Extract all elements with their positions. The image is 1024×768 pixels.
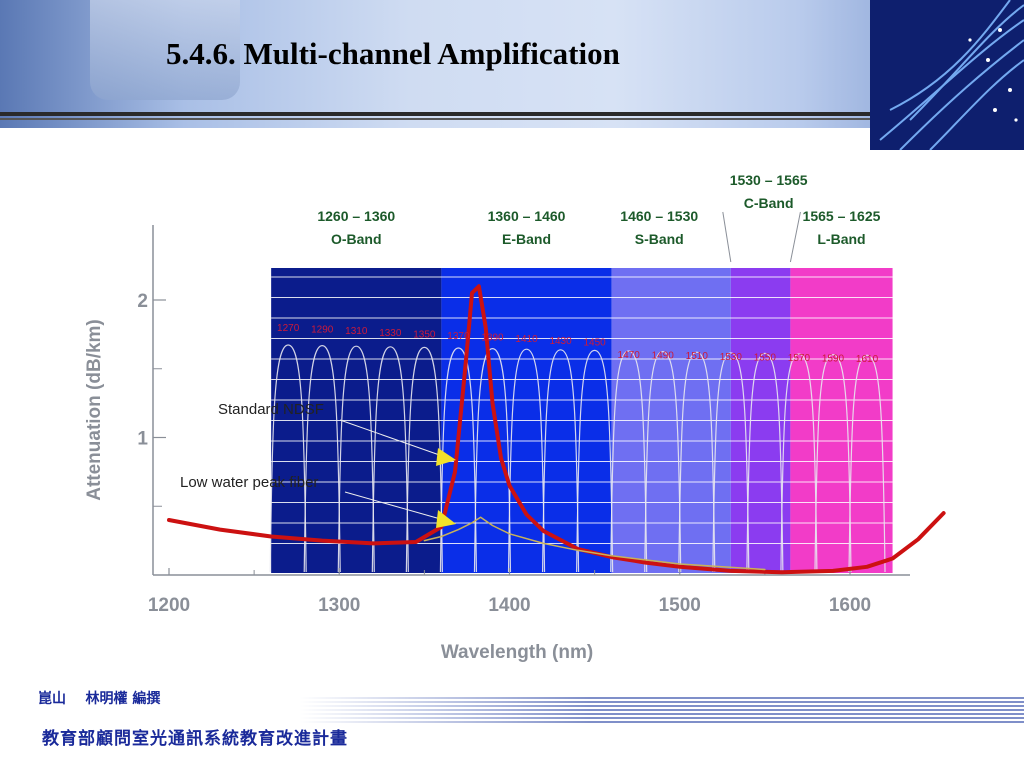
band-name-label: S-Band — [635, 231, 684, 247]
channel-label-1470: 1470 — [618, 350, 641, 361]
slide-title: 5.4.6. Multi-channel Amplification — [166, 36, 620, 71]
channel-filter-1570 — [780, 353, 818, 573]
footer-credit: 崑山 林明權 編撰 — [38, 691, 161, 707]
channel-filter-1610 — [848, 354, 886, 573]
x-tick-label-1200: 1200 — [148, 595, 190, 616]
band-range-label: 1565 – 1625 — [803, 208, 881, 224]
annotation-low-water-arrow — [436, 510, 456, 528]
band-name-label: E-Band — [502, 231, 551, 247]
band-leader-line — [722, 211, 732, 263]
channel-label-1550: 1550 — [754, 352, 777, 363]
channel-label-1330: 1330 — [379, 328, 402, 339]
channel-filter-1390 — [473, 347, 512, 573]
channel-filter-1310 — [337, 345, 375, 573]
y-axis-title: Attenuation (dB/km) — [84, 319, 105, 501]
band-range-label: 1460 – 1530 — [620, 208, 698, 224]
channel-filter-1450 — [576, 349, 614, 573]
footer-project: 教育部顧問室光通訊系統教育改進計畫 — [42, 729, 348, 749]
y-tick-label-1: 1 — [137, 429, 148, 450]
banner-divider — [0, 112, 880, 120]
channel-label-1430: 1430 — [549, 336, 572, 347]
fiber-bundle-image — [870, 0, 1024, 150]
band-leader-line — [789, 211, 801, 263]
channel-label-1350: 1350 — [413, 329, 436, 340]
channel-label-1370: 1370 — [447, 331, 470, 342]
attenuation-chart: 1200 1300 1400 1500 1600 1 2 1260 – 1360 O-Band… — [84, 172, 946, 663]
band-name-label: C-Band — [744, 195, 794, 211]
annotation-standard-arrow — [436, 448, 456, 466]
annotation-low-water-leader — [344, 491, 445, 521]
x-tick-label-1500: 1500 — [659, 595, 701, 616]
channel-label-1590: 1590 — [822, 354, 845, 365]
channel-filter-1510 — [678, 351, 716, 573]
channel-filter-1470 — [610, 350, 648, 573]
channel-filter-1550 — [746, 352, 784, 573]
transceiver-image — [90, 0, 240, 100]
band-range-label: 1530 – 1565 — [730, 172, 808, 188]
channel-label-1610: 1610 — [856, 354, 879, 365]
series-low-water-peak-line — [423, 516, 766, 571]
channel-label-1570: 1570 — [788, 353, 811, 364]
annotation-standard-leader — [339, 419, 449, 459]
series-standard-ndsf-line — [167, 284, 946, 575]
channel-filter-1530 — [712, 352, 750, 573]
channel-filter-1290 — [303, 344, 341, 573]
chart-axes: 1200 1300 1400 1500 1600 1 2 — [137, 225, 910, 616]
channel-filter-1430 — [541, 349, 580, 573]
channel-label-1270: 1270 — [277, 323, 300, 334]
channel-filter-1330 — [371, 346, 409, 573]
channel-label-1490: 1490 — [652, 351, 675, 362]
x-tick-label-1600: 1600 — [829, 595, 871, 616]
channel-label-1390: 1390 — [481, 333, 504, 344]
channel-filter-1590 — [814, 353, 852, 573]
channel-filter-1410 — [507, 348, 546, 573]
footer-stripe-bar — [300, 697, 1024, 723]
channel-label-1510: 1510 — [686, 351, 709, 362]
channel-filter-1490 — [644, 350, 682, 573]
annotation-standard-ndsf: Standard NDSF — [218, 401, 324, 418]
band-range-label: 1260 – 1360 — [317, 208, 395, 224]
channel-label-1450: 1450 — [584, 337, 607, 348]
channel-label-1290: 1290 — [311, 325, 334, 336]
band-name-label: L-Band — [817, 231, 865, 247]
channel-filter-1270 — [269, 344, 307, 573]
y-tick-label-2: 2 — [137, 291, 148, 312]
title-banner — [0, 0, 1024, 128]
channel-label-1530: 1530 — [720, 352, 743, 363]
x-axis-title: Wavelength (nm) — [441, 642, 593, 663]
band-name-label: O-Band — [331, 231, 382, 247]
channel-label-1410: 1410 — [515, 334, 538, 345]
channel-label-1310: 1310 — [345, 326, 368, 337]
x-tick-label-1300: 1300 — [318, 595, 360, 616]
band-range-label: 1360 – 1460 — [488, 208, 566, 224]
x-tick-label-1400: 1400 — [488, 595, 530, 616]
annotation-low-water-peak: Low water peak fiber — [180, 474, 318, 491]
